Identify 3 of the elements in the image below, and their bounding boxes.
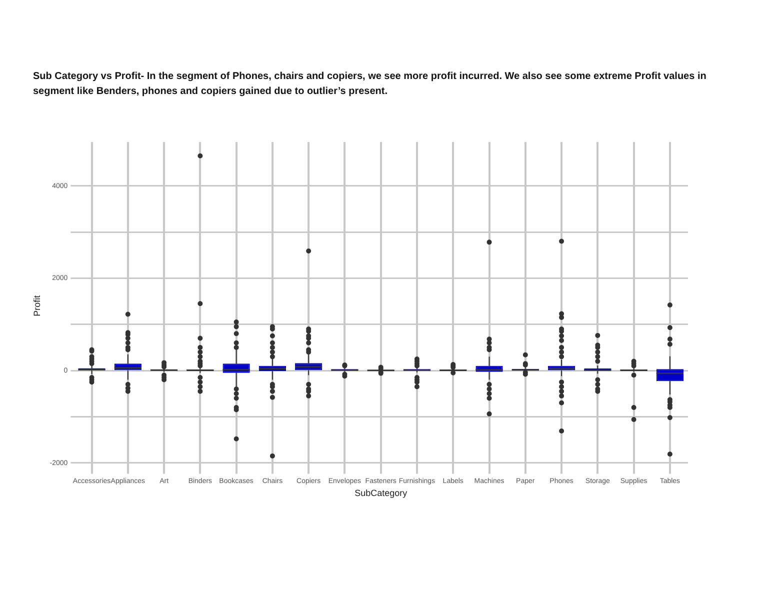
- x-axis-title: SubCategory: [354, 488, 408, 498]
- y-axis-title: Profit: [32, 294, 42, 316]
- chart-title: Sub Category vs Profit- In the segment of Phones, chairs and copiers, we see more profit incurred. We also see some extreme Profit values in segment like Benders, phones and copiers gained due to outlier’s present.: [33, 70, 708, 99]
